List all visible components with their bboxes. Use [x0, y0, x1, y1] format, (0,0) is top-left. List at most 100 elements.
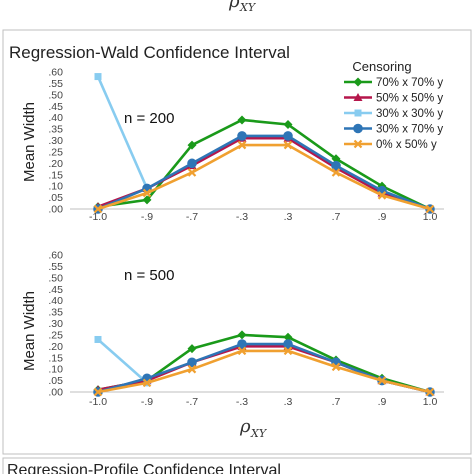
data-point — [237, 140, 247, 150]
data-point — [377, 191, 387, 200]
y-tick-label: .55 — [48, 78, 63, 90]
x-tick-label: .3 — [284, 396, 293, 408]
data-point — [94, 335, 102, 343]
x-tick-label: 1.0 — [423, 211, 438, 223]
data-point — [93, 387, 103, 397]
x-tick-label: -.7 — [186, 396, 198, 408]
y-tick-label: .35 — [48, 124, 63, 136]
y-axis-title: Mean Width — [21, 102, 38, 182]
legend-swatch-marker — [353, 93, 363, 101]
data-point — [237, 115, 247, 125]
data-point — [187, 140, 197, 150]
legend-label: 50% x 50% y — [376, 93, 443, 105]
y-tick-label: .30 — [48, 135, 63, 147]
x-tick-label: 1.0 — [423, 396, 438, 408]
legend-label: 30% x 70% y — [376, 124, 443, 136]
x-tick-label: -.3 — [236, 396, 248, 408]
data-point — [283, 120, 293, 130]
legend-label: 30% x 30% y — [376, 108, 443, 120]
x-axis-title: ρ XY — [239, 416, 268, 440]
y-tick-label: .05 — [48, 375, 63, 387]
data-point — [331, 168, 341, 177]
header-rho-subscript: XY — [239, 1, 257, 14]
x-axis-rho: ρ — [239, 416, 251, 437]
legend: Censoring 70% x 70% y 50% x 50% y 30% x 30… — [344, 59, 443, 151]
next-panel-title: Regression-Profile Confidence Interval — [7, 462, 281, 474]
data-point — [142, 195, 152, 205]
data-point — [425, 204, 435, 214]
data-point — [377, 376, 387, 385]
data-point — [237, 346, 247, 356]
y-tick-label: .35 — [48, 307, 63, 319]
data-point — [331, 362, 341, 372]
series-line — [97, 338, 148, 384]
y-tick-label: .25 — [48, 146, 63, 158]
legend-items: 70% x 70% y 50% x 50% y 30% x 30% y 30% x 7… — [344, 77, 443, 151]
legend-swatch-marker — [353, 139, 363, 149]
x-tick-label: -.9 — [141, 396, 153, 408]
legend-item-50pct-x-50pct-y: 50% x 50% y — [344, 93, 443, 105]
data-point — [187, 357, 197, 368]
x-tick-label: .9 — [378, 396, 387, 408]
y-tick-label: .30 — [48, 318, 63, 330]
data-point — [187, 364, 197, 374]
y-tick-label: .45 — [48, 284, 63, 296]
y-axis-title: Mean Width — [21, 291, 38, 371]
y-tick-label: .45 — [48, 101, 63, 113]
series-line — [96, 76, 149, 189]
y-tick-label: .50 — [48, 272, 63, 284]
plot-n200: Mean Width n = 200 .00.05.10.15.20.25.30… — [21, 67, 444, 223]
legend-swatch-marker — [353, 77, 363, 87]
x-tick-label: .3 — [284, 211, 293, 223]
y-tick-label: .20 — [48, 341, 63, 353]
header-rho: ρ — [228, 0, 240, 12]
y-tick-label: .15 — [48, 169, 63, 181]
data-point — [331, 160, 341, 171]
legend-item-30pct-x-30pct-y: 30% x 30% y — [344, 108, 443, 120]
plot-n500: Mean Width n = 500 .00.05.10.15.20.25.30… — [21, 250, 444, 408]
next-panel-frame — [2, 457, 472, 474]
y-tick-label: .10 — [48, 181, 63, 193]
legend-label: 70% x 70% y — [376, 77, 443, 89]
data-point — [93, 204, 103, 214]
sample-size-label: n = 200 — [124, 110, 174, 127]
x-tick-label: -.7 — [186, 211, 198, 223]
y-tick-label: .20 — [48, 158, 63, 170]
data-point — [283, 131, 293, 141]
sample-size-label: n = 500 — [124, 267, 174, 284]
x-tick-label: .9 — [378, 211, 387, 223]
x-tick-label: .7 — [332, 396, 341, 408]
legend-swatch-marker — [353, 123, 363, 134]
x-tick-label: -1.0 — [89, 396, 107, 408]
header-axis-label: ρ XY — [228, 0, 257, 14]
series-line — [97, 143, 431, 211]
y-tick-label: .10 — [48, 364, 63, 376]
y-tick-label: .25 — [48, 329, 63, 341]
x-tick-label: -.3 — [236, 211, 248, 223]
data-point — [283, 346, 293, 356]
x-axis-rho-subscript: XY — [250, 427, 268, 440]
y-tick-label: .55 — [48, 261, 63, 273]
y-tick-label: .05 — [48, 192, 63, 204]
series-line — [97, 349, 431, 394]
panel-title: Regression-Wald Confidence Interval — [9, 43, 290, 62]
legend-swatch-marker — [354, 109, 362, 117]
series-0pct-x-50pct-y — [93, 346, 435, 397]
data-point — [142, 378, 152, 388]
y-tick-label: .00 — [48, 387, 63, 399]
data-point — [142, 188, 152, 198]
y-tick-label: .40 — [48, 112, 63, 124]
y-tick-label: .60 — [48, 250, 63, 262]
legend-item-0pct-x-50pct-y: 0% x 50% y — [344, 139, 437, 151]
y-tick-label: .60 — [48, 67, 63, 79]
legend-title: Censoring — [352, 59, 411, 74]
series-0pct-x-50pct-y — [93, 140, 435, 214]
data-point — [283, 140, 293, 150]
data-point — [237, 131, 247, 141]
data-point — [187, 158, 197, 169]
legend-item-30pct-x-70pct-y: 30% x 70% y — [344, 124, 443, 136]
y-tick-label: .40 — [48, 295, 63, 307]
y-tick-label: .15 — [48, 352, 63, 364]
data-point — [283, 332, 293, 342]
